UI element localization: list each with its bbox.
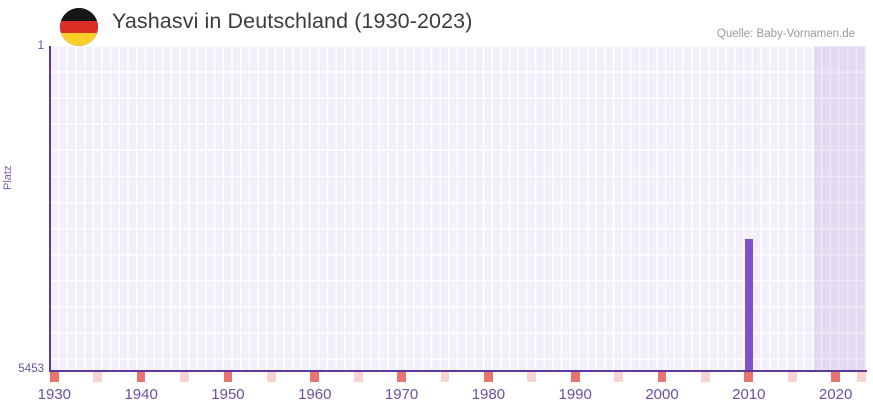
x-axis-minor-tick bbox=[440, 372, 450, 382]
x-axis-major-tick bbox=[831, 372, 840, 382]
flag-band-gold bbox=[60, 33, 98, 46]
x-axis-minor-tick bbox=[180, 372, 189, 382]
x-axis-tick-label: 1930 bbox=[37, 386, 72, 403]
plot-area bbox=[50, 46, 866, 371]
flag-band-black bbox=[60, 8, 98, 21]
x-axis-tick-label: 1950 bbox=[211, 386, 245, 403]
german-flag-icon bbox=[60, 8, 98, 46]
x-axis-minor-tick bbox=[527, 372, 537, 382]
y-axis-title: Platz bbox=[2, 165, 14, 190]
source-attribution: Quelle: Baby-Vornamen.de bbox=[716, 28, 855, 40]
x-axis-major-tick bbox=[397, 372, 406, 382]
x-axis-tick-label: 1960 bbox=[298, 386, 332, 403]
x-axis-major-tick bbox=[484, 372, 493, 382]
flag-band-red bbox=[60, 20, 98, 34]
shaded-projection-region bbox=[813, 46, 866, 371]
x-axis-minor-tick bbox=[353, 372, 363, 382]
x-axis-tick-label: 1980 bbox=[471, 386, 506, 403]
page-title: Yashasvi in Deutschland (1930-2023) bbox=[112, 9, 473, 33]
y-axis-top-tick-label: 1 bbox=[37, 40, 44, 52]
y-axis-line bbox=[49, 46, 51, 372]
x-axis-major-tick bbox=[136, 372, 146, 382]
x-axis-minor-tick bbox=[857, 372, 866, 382]
x-axis-tick-label: 1940 bbox=[124, 386, 158, 403]
x-axis-major-tick bbox=[310, 372, 320, 382]
x-axis-tick-label: 1970 bbox=[384, 386, 419, 403]
x-axis-major-tick bbox=[570, 372, 580, 382]
x-axis-major-tick bbox=[744, 372, 754, 382]
y-axis-bottom-tick-label: 5453 bbox=[18, 363, 44, 375]
data-bar bbox=[745, 238, 753, 371]
x-axis-line bbox=[49, 370, 867, 372]
x-axis-tick-label: 2000 bbox=[645, 386, 679, 403]
x-axis-major-tick bbox=[50, 372, 59, 382]
x-axis-minor-tick bbox=[787, 372, 797, 382]
x-axis-tick-label: 1990 bbox=[558, 386, 592, 403]
chart-header: Yashasvi in Deutschland (1930-2023) Quel… bbox=[0, 0, 873, 46]
x-axis-minor-tick bbox=[93, 372, 103, 382]
grid-lines bbox=[50, 46, 866, 371]
x-axis-minor-tick bbox=[701, 372, 710, 382]
x-axis-major-tick bbox=[223, 372, 233, 382]
x-axis-major-tick bbox=[657, 372, 667, 382]
x-axis-minor-tick bbox=[267, 372, 276, 382]
x-axis-minor-tick bbox=[614, 372, 623, 382]
x-axis-tick-label: 2020 bbox=[818, 386, 853, 403]
x-axis-tick-label: 2010 bbox=[732, 386, 766, 403]
